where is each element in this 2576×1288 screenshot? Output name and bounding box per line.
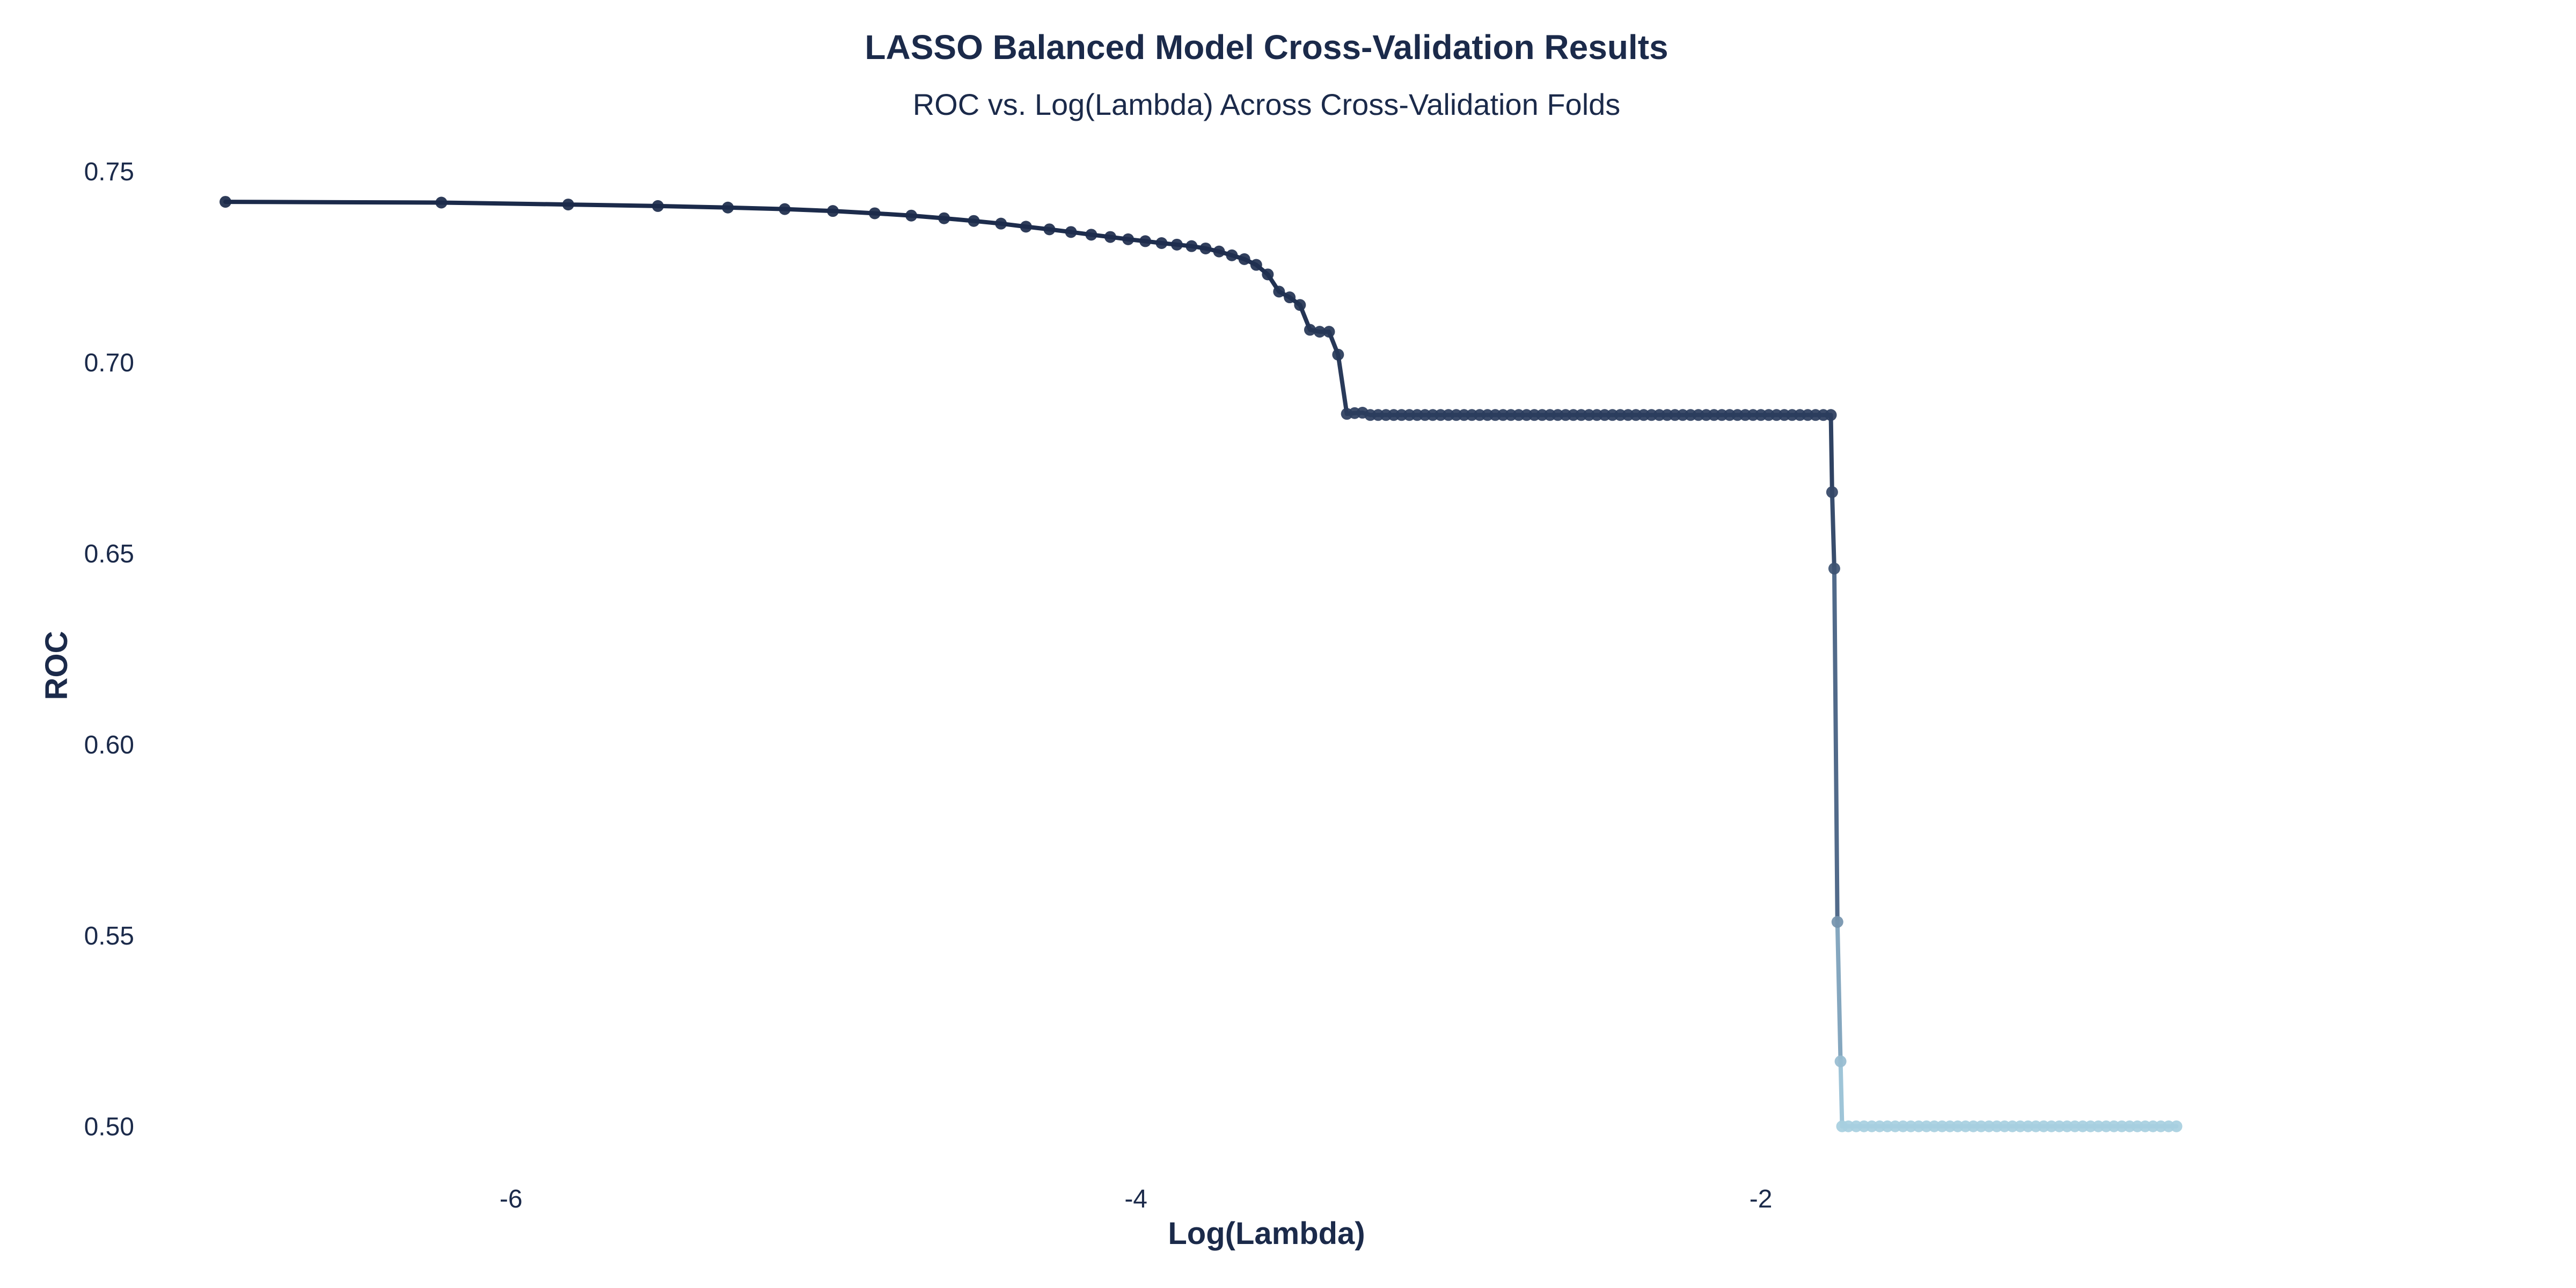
roc-point xyxy=(1139,235,1152,247)
chart-subtitle: ROC vs. Log(Lambda) Across Cross-Validat… xyxy=(913,87,1621,121)
roc-points xyxy=(219,196,2183,1132)
roc-line-segment xyxy=(830,209,877,216)
roc-point xyxy=(779,203,791,215)
roc-line-segment xyxy=(1828,413,1834,495)
roc-point xyxy=(995,217,1007,230)
roc-point xyxy=(1185,240,1198,252)
roc-point xyxy=(562,199,574,211)
roc-point xyxy=(2170,1120,2183,1132)
roc-point xyxy=(1304,324,1316,336)
roc-point xyxy=(1020,221,1032,233)
roc-point xyxy=(1122,233,1135,245)
roc-line-segment xyxy=(1835,919,1843,1064)
roc-point xyxy=(1332,348,1344,361)
roc-point xyxy=(652,200,664,212)
y-axis-title: ROC xyxy=(39,631,74,700)
roc-point xyxy=(1828,562,1840,575)
roc-point xyxy=(219,196,232,208)
roc-line-segment xyxy=(439,200,570,207)
roc-point xyxy=(1284,291,1296,304)
roc-line-segment xyxy=(1336,352,1349,416)
x-axis-ticks: -6 -4 -2 xyxy=(500,1185,1773,1213)
roc-point xyxy=(826,205,839,217)
roc-point xyxy=(1314,326,1326,338)
roc-point xyxy=(1043,223,1056,236)
x-tick-label: -2 xyxy=(1750,1185,1773,1213)
roc-point xyxy=(1834,1055,1847,1067)
chart-title: LASSO Balanced Model Cross-Validation Re… xyxy=(865,28,1668,67)
x-axis-title: Log(Lambda) xyxy=(1168,1216,1365,1251)
roc-point xyxy=(1294,299,1306,311)
roc-line-segment xyxy=(655,203,730,210)
roc-point xyxy=(1065,226,1077,238)
roc-line xyxy=(223,200,2179,1129)
roc-point xyxy=(905,209,918,222)
y-tick-label: 0.55 xyxy=(84,922,134,950)
roc-line-segment xyxy=(1838,1059,1845,1129)
roc-line-segment xyxy=(1829,490,1836,571)
roc-line-segment xyxy=(872,211,914,218)
roc-point xyxy=(1825,409,1837,421)
roc-point xyxy=(1170,238,1183,251)
y-tick-label: 0.60 xyxy=(84,731,134,759)
roc-point xyxy=(1250,259,1262,271)
roc-point xyxy=(722,201,734,214)
roc-point xyxy=(1199,242,1212,254)
roc-point xyxy=(1226,249,1238,261)
roc-point xyxy=(1831,916,1843,928)
x-tick-label: -6 xyxy=(500,1185,523,1213)
roc-line-segment xyxy=(566,202,660,208)
roc-point xyxy=(1213,245,1225,258)
roc-point xyxy=(1826,486,1838,499)
y-tick-label: 0.50 xyxy=(84,1113,134,1141)
y-tick-label: 0.65 xyxy=(84,540,134,568)
roc-point xyxy=(1238,253,1250,265)
roc-line-segment xyxy=(726,205,787,211)
roc-point xyxy=(435,196,448,209)
y-tick-label: 0.70 xyxy=(84,349,134,377)
roc-point xyxy=(968,215,980,227)
roc-point xyxy=(1273,286,1285,298)
roc-point xyxy=(1323,326,1335,338)
roc-point xyxy=(1104,231,1116,243)
roc-point xyxy=(1262,268,1274,281)
y-axis-ticks: 0.50 0.55 0.60 0.65 0.70 0.75 xyxy=(84,158,134,1141)
roc-point xyxy=(1155,237,1168,249)
x-tick-label: -4 xyxy=(1124,1185,1147,1213)
roc-line-segment xyxy=(1832,566,1840,924)
roc-line-segment xyxy=(782,207,835,214)
roc-point xyxy=(938,212,950,224)
roc-point xyxy=(1085,229,1097,241)
roc-point xyxy=(868,207,881,219)
y-tick-label: 0.75 xyxy=(84,158,134,186)
